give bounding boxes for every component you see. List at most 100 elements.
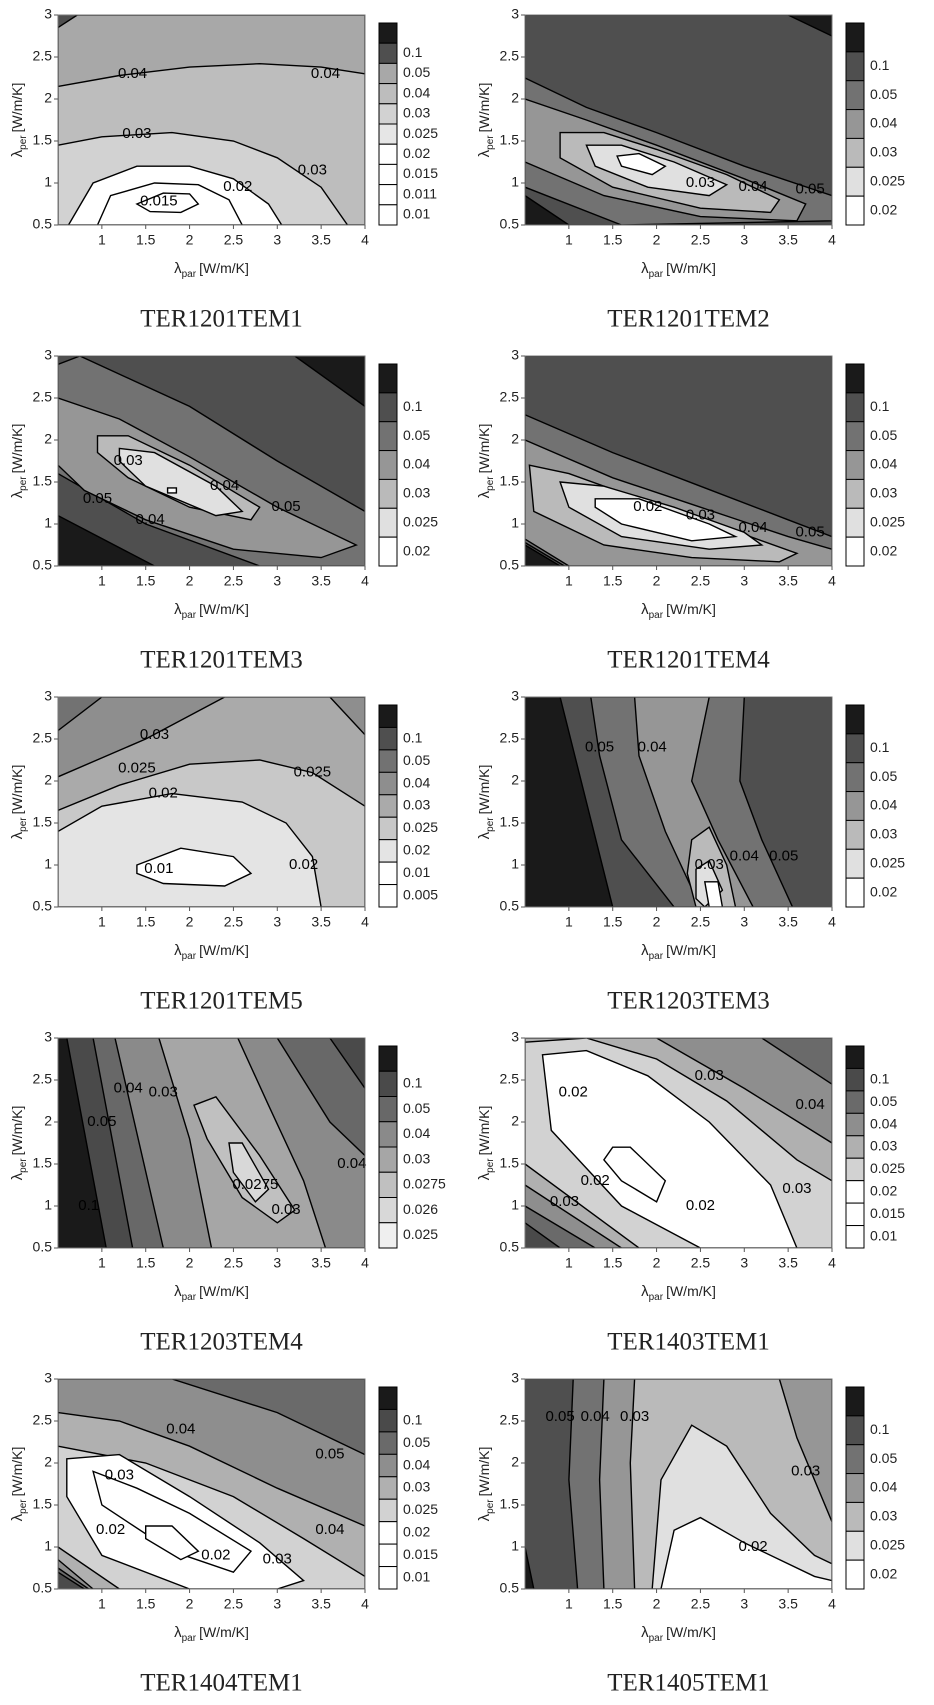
colorbar-box bbox=[378, 184, 398, 206]
x-tick-label: 4 bbox=[361, 914, 369, 930]
x-tick-label: 2.5 bbox=[691, 1596, 711, 1612]
x-tick-label: 3 bbox=[740, 914, 748, 930]
colorbar-label: 0.02 bbox=[870, 542, 897, 558]
x-tick-label: 1 bbox=[565, 1255, 573, 1271]
x-axis-label: λpar [W/m/K] bbox=[174, 942, 249, 962]
y-tick-label: 3 bbox=[511, 6, 519, 22]
contour-fills bbox=[525, 15, 832, 225]
contour-panel: 0.03 0.04 0.051 1.5 2 2.5 3 3.5 40.511.522.53λpa… bbox=[476, 6, 906, 333]
y-axis-label: λper [W/m/K] bbox=[9, 83, 29, 158]
y-tick-label: 2 bbox=[511, 90, 519, 106]
y-tick-label: 3 bbox=[44, 688, 52, 704]
contour-label: 0.05 bbox=[315, 1446, 344, 1463]
contour-panel: 0.020.020.020.030.030.030.041 1.5 2 2.5 3 3.5… bbox=[476, 1029, 906, 1356]
colorbar-label: 0.02 bbox=[870, 1183, 897, 1199]
axis-unit: [W/m/K] bbox=[199, 1283, 249, 1299]
contour-label: 0.01 bbox=[144, 860, 173, 877]
y-tick-label: 1 bbox=[44, 856, 52, 872]
contour-region bbox=[135, 192, 200, 214]
axis-symbol: λ bbox=[641, 601, 649, 618]
colorbar-label: 0.02 bbox=[403, 145, 430, 161]
colorbar-label: 0.05 bbox=[870, 86, 897, 102]
y-tick-label: 1.5 bbox=[500, 814, 520, 830]
x-tick-label: 1.5 bbox=[603, 1596, 623, 1612]
x-tick-label: 1 bbox=[98, 1255, 106, 1271]
x-tick-label: 4 bbox=[828, 914, 836, 930]
plot-frame bbox=[524, 696, 833, 908]
x-tick-label: 1.5 bbox=[136, 1255, 156, 1271]
contour-fills bbox=[58, 697, 365, 907]
y-tick-label: 1.5 bbox=[33, 1155, 53, 1171]
axis-subscript: par bbox=[649, 951, 664, 962]
axis-subscript: per bbox=[18, 817, 29, 832]
colorbar-label: 0.025 bbox=[870, 1536, 905, 1552]
x-tick-label: 3.5 bbox=[311, 1255, 331, 1271]
x-tick-label: 2 bbox=[186, 1255, 194, 1271]
y-tick-label: 2 bbox=[511, 1454, 519, 1470]
axis-unit: [W/m/K] bbox=[9, 765, 25, 815]
axis-unit: [W/m/K] bbox=[666, 260, 716, 276]
contour-label: 0.025 bbox=[118, 759, 156, 776]
colorbar-box bbox=[845, 536, 865, 567]
contour-label: 0.03 bbox=[686, 174, 715, 191]
contour-label: 0.03 bbox=[686, 507, 715, 524]
y-tick-label: 1.5 bbox=[33, 814, 53, 830]
axis-symbol: λ bbox=[641, 942, 649, 959]
y-axis-label: λper [W/m/K] bbox=[476, 1447, 496, 1522]
x-tick-label: 1 bbox=[98, 232, 106, 248]
y-tick-label: 0.5 bbox=[500, 1580, 520, 1596]
colorbar-label: 0.03 bbox=[870, 1508, 897, 1524]
x-tick-label: 4 bbox=[361, 1596, 369, 1612]
axis-symbol: λ bbox=[476, 1513, 493, 1521]
colorbar-box bbox=[378, 1197, 398, 1224]
colorbar-label: 0.01 bbox=[403, 206, 430, 222]
axis-unit: [W/m/K] bbox=[199, 942, 249, 958]
contour-fills bbox=[58, 356, 365, 566]
y-tick-label: 2.5 bbox=[500, 1412, 520, 1428]
colorbar-box bbox=[378, 1543, 398, 1568]
x-tick-label: 1 bbox=[565, 1596, 573, 1612]
plot-frame bbox=[524, 14, 833, 226]
y-tick-label: 1.5 bbox=[500, 132, 520, 148]
colorbar-label: 0.01 bbox=[403, 1568, 430, 1584]
x-tick-label: 2 bbox=[186, 914, 194, 930]
contour-label: 0.05 bbox=[83, 490, 112, 507]
axis-symbol: λ bbox=[174, 1283, 182, 1300]
axis-symbol: λ bbox=[476, 831, 493, 839]
axis-subscript: per bbox=[485, 1158, 496, 1173]
y-tick-label: 2 bbox=[44, 1113, 52, 1129]
colorbar-box bbox=[845, 195, 865, 226]
colorbar-box bbox=[378, 1171, 398, 1198]
axis-symbol: λ bbox=[641, 1283, 649, 1300]
contour-panel: 0.05 0.04 0.03 0.03 0.02 1 1.5 2 2.5 3 3.5 4 0.5 1 1.5… bbox=[476, 1370, 906, 1697]
x-tick-label: 4 bbox=[828, 1255, 836, 1271]
colorbar-label: 0.1 bbox=[870, 1421, 890, 1437]
colorbar-box bbox=[845, 22, 865, 53]
colorbar-label: 0.025 bbox=[870, 854, 905, 870]
x-tick-label: 1 bbox=[565, 914, 573, 930]
y-tick-label: 1 bbox=[44, 1197, 52, 1213]
axis-subscript: par bbox=[649, 269, 664, 280]
x-tick-label: 1.5 bbox=[603, 914, 623, 930]
x-tick-label: 2.5 bbox=[691, 232, 711, 248]
colorbar-box bbox=[378, 103, 398, 125]
y-axis-label: λper [W/m/K] bbox=[476, 765, 496, 840]
colorbar-box bbox=[845, 478, 865, 509]
x-tick-label: 2 bbox=[653, 1255, 661, 1271]
y-tick-label: 1.5 bbox=[33, 132, 53, 148]
contour-label: 0.02 bbox=[559, 1084, 588, 1101]
contour-label: 0.04 bbox=[135, 511, 164, 528]
contour-label: 0.1 bbox=[78, 1197, 99, 1214]
contour-fills bbox=[58, 15, 365, 225]
colorbar-label: 0.01 bbox=[403, 864, 430, 880]
colorbar-label: 0.04 bbox=[403, 84, 430, 100]
colorbar-box bbox=[378, 771, 398, 796]
axis-subscript: par bbox=[182, 1633, 197, 1644]
axis-unit: [W/m/K] bbox=[199, 260, 249, 276]
colorbar-box bbox=[378, 1386, 398, 1410]
x-tick-label: 3 bbox=[740, 232, 748, 248]
chart-title: TER1201TEM5 bbox=[140, 988, 303, 1015]
contour-label: 0.05 bbox=[545, 1408, 574, 1425]
y-tick-label: 3 bbox=[44, 6, 52, 22]
x-tick-label: 1.5 bbox=[603, 232, 623, 248]
